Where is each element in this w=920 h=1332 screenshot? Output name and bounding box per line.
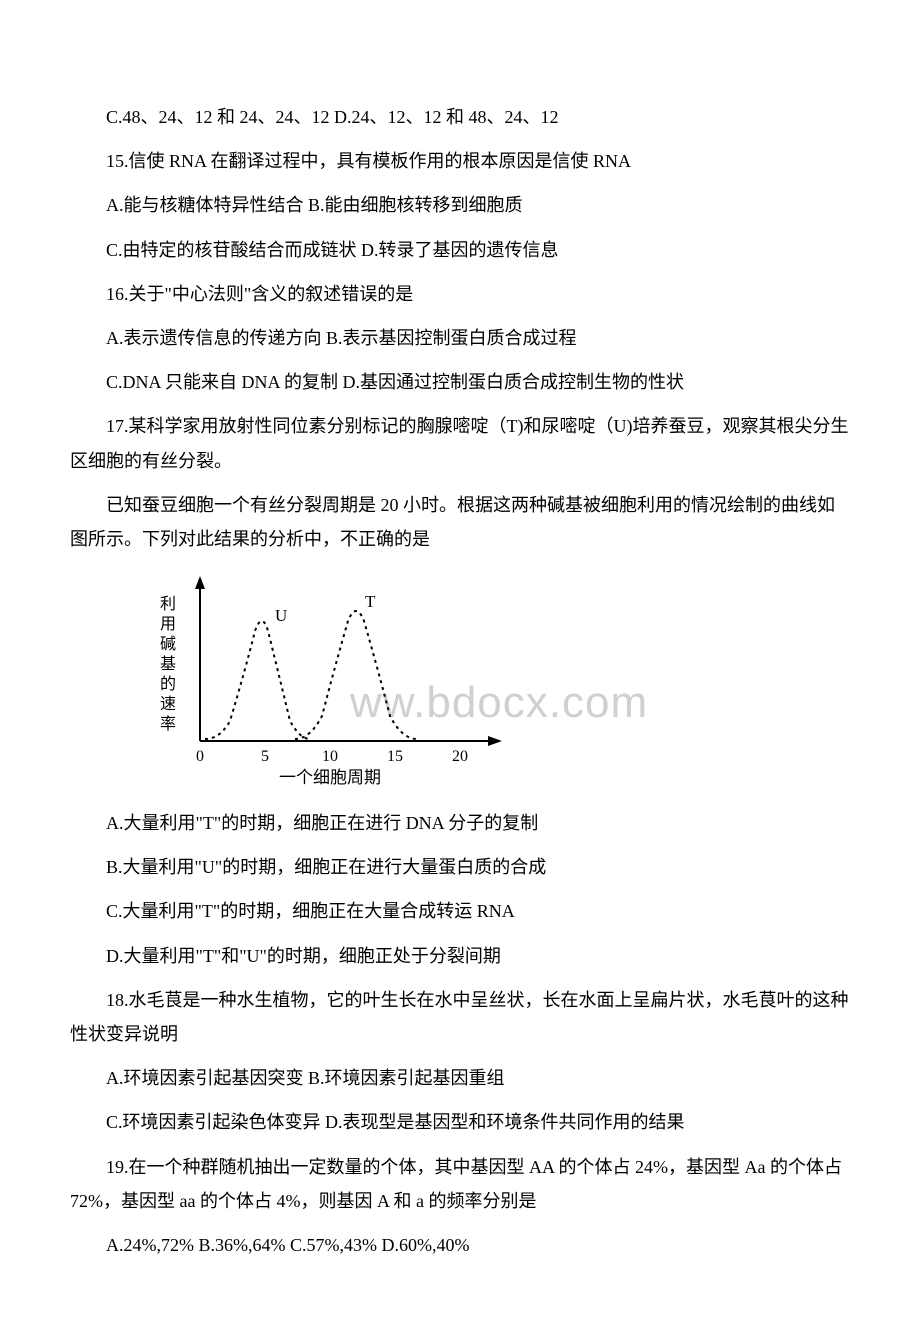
q19-stem: 19.在一个种群随机抽出一定数量的个体，其中基因型 AA 的个体占 24%，基因… (70, 1150, 850, 1218)
q19-opts: A.24%,72% B.36%,64% C.57%,43% D.60%,40% (70, 1228, 850, 1262)
q18-ab: A.环境因素引起基因突变 B.环境因素引起基因重组 (70, 1061, 850, 1095)
cell-cycle-chart: ww.bdocx.com 利 用 碱 基 的 速 率 0 5 10 15 20 … (150, 571, 520, 791)
q17-b: B.大量利用"U"的时期，细胞正在进行大量蛋白质的合成 (70, 850, 850, 884)
xtick-2: 10 (322, 748, 338, 765)
q16-stem: 16.关于"中心法则"含义的叙述错误的是 (70, 277, 850, 311)
q18-cd: C.环境因素引起染色体变异 D.表现型是基因型和环境条件共同作用的结果 (70, 1105, 850, 1139)
x-axis-arrow (488, 736, 502, 746)
curve-t-label: T (365, 592, 376, 611)
q14-options-cd: C.48、24、12 和 24、24、12 D.24、12、12 和 48、24… (70, 100, 850, 134)
ylabel-char-0: 利 (160, 595, 176, 613)
q16-cd: C.DNA 只能来自 DNA 的复制 D.基因通过控制蛋白质合成控制生物的性状 (70, 365, 850, 399)
y-axis-arrow (195, 576, 205, 589)
ylabel-char-2: 碱 (160, 635, 176, 653)
q17-d: D.大量利用"T"和"U"的时期，细胞正处于分裂间期 (70, 939, 850, 973)
q17-a: A.大量利用"T"的时期，细胞正在进行 DNA 分子的复制 (70, 806, 850, 840)
ylabel-char-4: 的 (160, 675, 176, 693)
x-axis-label: 一个细胞周期 (279, 768, 381, 787)
q17-c: C.大量利用"T"的时期，细胞正在大量合成转运 RNA (70, 894, 850, 928)
curve-u-label: U (275, 606, 287, 625)
xtick-4: 20 (452, 748, 468, 765)
q18-stem: 18.水毛茛是一种水生植物，它的叶生长在水中呈丝状，长在水面上呈扁片状，水毛茛叶… (70, 983, 850, 1051)
q15-cd: C.由特定的核苷酸结合而成链状 D.转录了基因的遗传信息 (70, 233, 850, 267)
xtick-3: 15 (387, 748, 403, 765)
ylabel-char-3: 基 (160, 655, 176, 673)
q17-stem1: 17.某科学家用放射性同位素分别标记的胸腺嘧啶（T)和尿嘧啶（U)培养蚕豆，观察… (70, 409, 850, 477)
q15-ab: A.能与核糖体特异性结合 B.能由细胞核转移到细胞质 (70, 188, 850, 222)
ylabel-char-1: 用 (160, 616, 176, 633)
q16-ab: A.表示遗传信息的传递方向 B.表示基因控制蛋白质合成过程 (70, 321, 850, 355)
ylabel-char-6: 率 (160, 715, 176, 733)
q17-stem2: 已知蚕豆细胞一个有丝分裂周期是 20 小时。根据这两种碱基被细胞利用的情况绘制的… (70, 488, 850, 556)
xtick-0: 0 (196, 748, 204, 765)
q15-stem: 15.信使 RNA 在翻译过程中，具有模板作用的根本原因是信使 RNA (70, 144, 850, 178)
ylabel-char-5: 速 (160, 695, 176, 713)
curve-t (295, 611, 417, 739)
xtick-1: 5 (261, 748, 269, 765)
curve-u (205, 621, 310, 739)
